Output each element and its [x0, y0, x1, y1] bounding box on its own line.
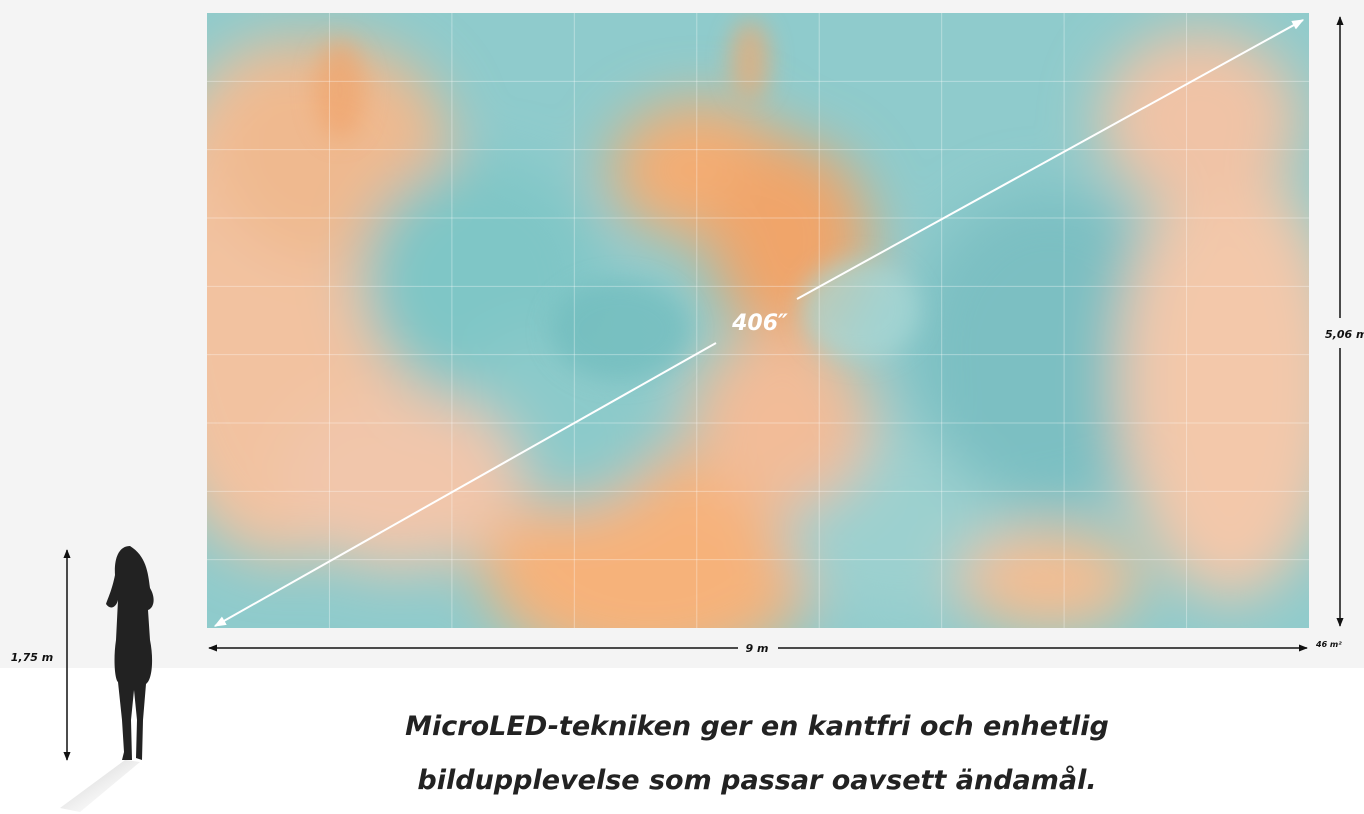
person-label: 1,75 m — [11, 651, 53, 664]
diagram: 406″ 5,06 m 9 m 46 m² 1,75 m MicroLED-te… — [0, 0, 1364, 814]
height-label: 5,06 m — [1325, 328, 1364, 341]
width-label: 9 m — [746, 642, 769, 655]
page: 406″ 5,06 m 9 m 46 m² 1,75 m MicroLED-te… — [0, 0, 1364, 814]
caption-line: MicroLED-tekniken ger en kantfri och enh… — [405, 711, 1109, 742]
screen-image — [140, 13, 1340, 670]
person-shadow — [60, 760, 140, 812]
area-label: 46 m² — [1315, 640, 1342, 649]
caption-line: bildupplevelse som passar oavsett ändamå… — [417, 765, 1096, 796]
diagonal-label: 406″ — [731, 311, 788, 336]
